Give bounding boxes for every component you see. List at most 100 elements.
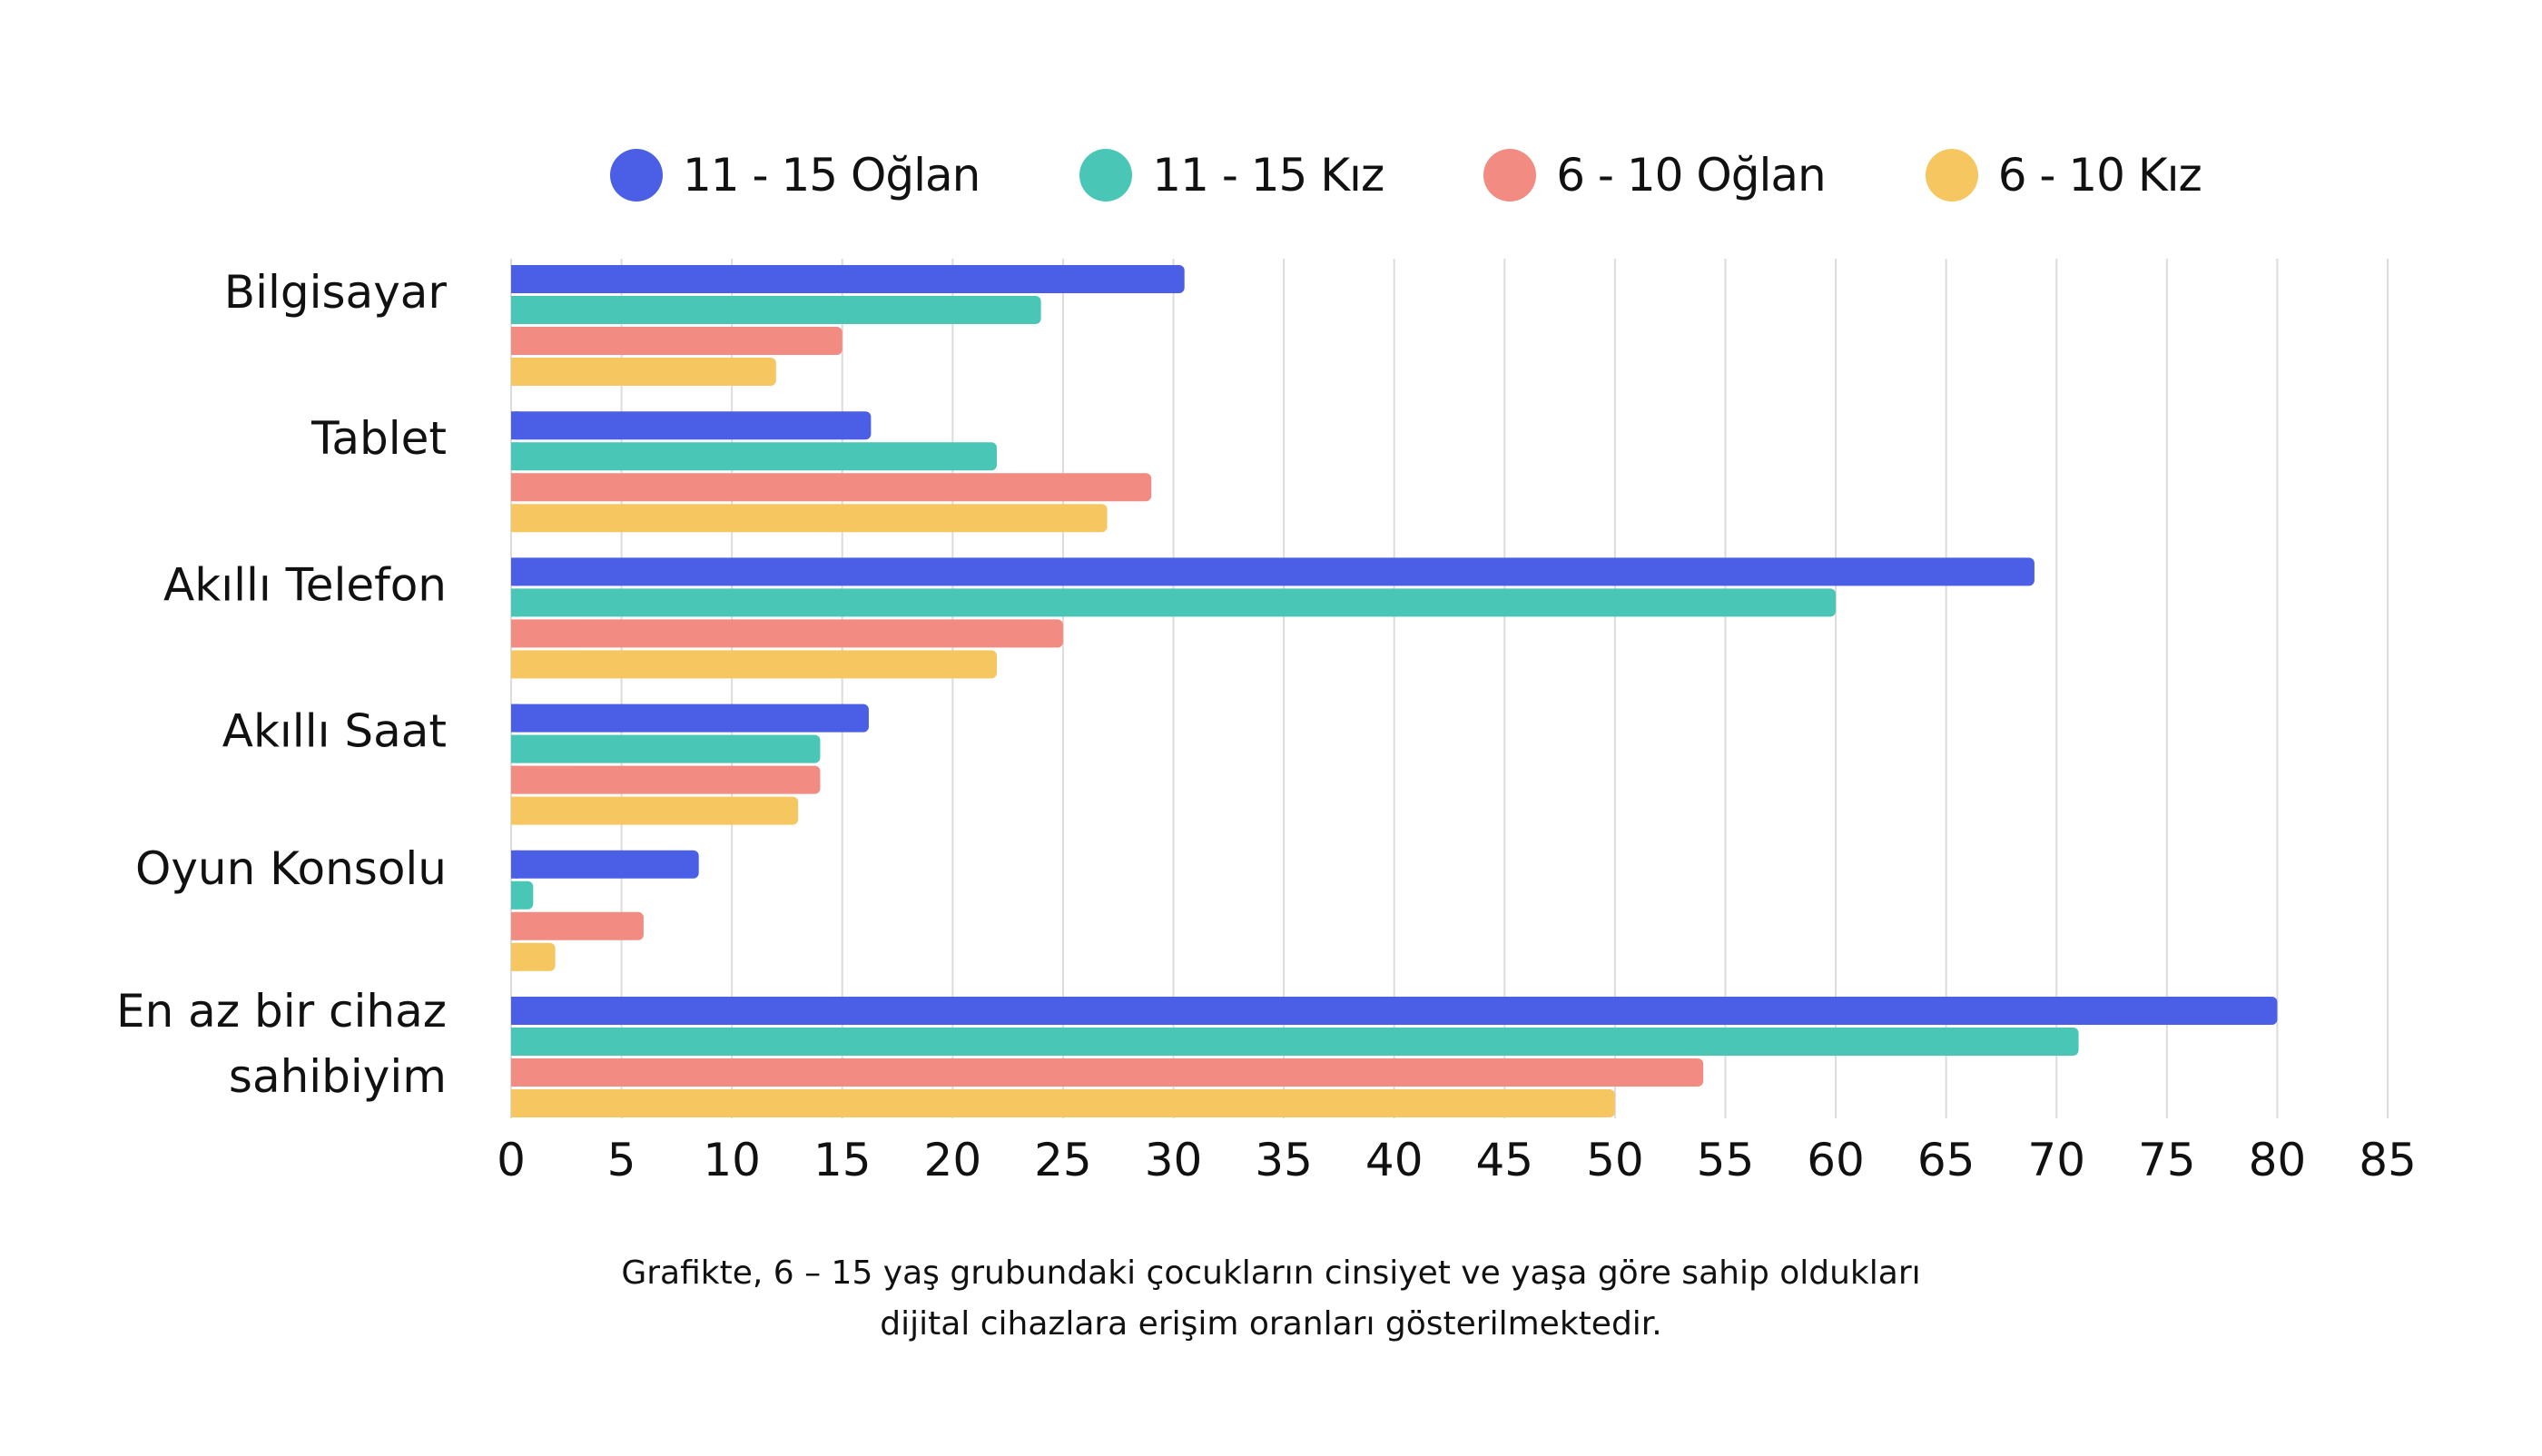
- bar-left-edge: [511, 765, 518, 794]
- bar-rect: [511, 796, 799, 825]
- legend-swatch-icon: [610, 149, 663, 202]
- bar-left-edge: [511, 411, 518, 440]
- bar-left-edge: [511, 557, 518, 586]
- category-label: En az bir cihaz sahibiyim: [116, 985, 447, 1103]
- x-tick-label: 80: [2249, 1134, 2307, 1186]
- bar-rect: [511, 557, 2035, 586]
- bar-rect: [511, 442, 997, 471]
- bar-left-edge: [511, 619, 518, 648]
- bar-left-edge: [511, 358, 518, 386]
- bar-rect: [511, 911, 644, 940]
- bar: [511, 473, 1152, 502]
- bar: [511, 619, 1063, 648]
- bar: [511, 442, 997, 471]
- bar-left-edge: [511, 734, 518, 763]
- bar: [511, 765, 821, 794]
- bar: [511, 1028, 2079, 1056]
- bar: [511, 1058, 1704, 1087]
- bar: [511, 997, 2278, 1025]
- x-tick-label: 70: [2027, 1134, 2085, 1186]
- bar-rect: [511, 997, 2278, 1025]
- chart-caption: Grafikte, 6 – 15 yaş grubundaki çocuklar…: [0, 1248, 2542, 1350]
- bar-rect: [511, 734, 821, 763]
- category-label-line: Bilgisayar: [224, 266, 448, 319]
- x-tick-label: 45: [1475, 1134, 1533, 1186]
- x-tick-label: 10: [703, 1134, 761, 1186]
- bar-rect: [511, 850, 699, 879]
- x-tick-label: 65: [1917, 1134, 1975, 1186]
- bar-left-edge: [511, 442, 518, 471]
- bar-left-edge: [511, 850, 518, 879]
- bar-left-edge: [511, 997, 518, 1025]
- category-label: Akıllı Saat: [222, 705, 447, 758]
- x-tick-label: 35: [1255, 1134, 1313, 1186]
- bar-left-edge: [511, 265, 518, 293]
- bar-rect: [511, 296, 1041, 324]
- bar-left-edge: [511, 473, 518, 502]
- category-label-line: Tablet: [310, 412, 447, 465]
- x-tick-label: 85: [2359, 1134, 2417, 1186]
- legend-item-6-10-oglan: 6 - 10 Oğlan: [1483, 149, 1827, 202]
- bar-left-edge: [511, 880, 518, 910]
- bars: [511, 265, 2278, 1117]
- x-tick-label: 30: [1145, 1134, 1203, 1186]
- bar-rect: [511, 619, 1063, 648]
- x-tick-label: 60: [1807, 1134, 1865, 1186]
- legend-swatch-icon: [1925, 149, 1978, 202]
- bar-rect: [511, 650, 997, 679]
- legend-label: 11 - 15 Oğlan: [683, 149, 980, 202]
- x-tick-label: 25: [1034, 1134, 1092, 1186]
- bar-rect: [511, 703, 869, 733]
- bar: [511, 358, 776, 386]
- legend-swatch-icon: [1079, 149, 1133, 202]
- bar-rect: [511, 1028, 2079, 1056]
- bar: [511, 504, 1108, 533]
- bar: [511, 588, 1837, 617]
- bar-left-edge: [511, 296, 518, 324]
- legend-item-11-15-kiz: 11 - 15 Kız: [1079, 149, 1384, 202]
- x-tick-label: 55: [1697, 1134, 1755, 1186]
- legend-item-11-15-oglan: 11 - 15 Oğlan: [610, 149, 980, 202]
- bar: [511, 557, 2035, 586]
- bar-rect: [511, 265, 1185, 293]
- bar: [511, 1089, 1615, 1117]
- bar: [511, 734, 821, 763]
- x-tick-label: 40: [1365, 1134, 1424, 1186]
- bar-left-edge: [511, 1089, 518, 1117]
- caption-line-2: dijital cihazlara erişim oranları göster…: [880, 1305, 1662, 1343]
- x-tick-label: 75: [2138, 1134, 2196, 1186]
- gridlines: [510, 259, 2389, 1118]
- bar-left-edge: [511, 1028, 518, 1056]
- bar: [511, 327, 842, 355]
- bar: [511, 703, 869, 733]
- category-label-line: Oyun Konsolu: [135, 842, 447, 895]
- category-label: Bilgisayar: [224, 266, 448, 319]
- x-tick-label: 50: [1586, 1134, 1644, 1186]
- caption-line-1: Grafikte, 6 – 15 yaş grubundaki çocuklar…: [621, 1254, 1921, 1292]
- bar-rect: [511, 411, 872, 440]
- bar: [511, 411, 872, 440]
- bar-rect: [511, 765, 821, 794]
- category-label: Akıllı Telefon: [163, 558, 447, 611]
- category-label-line: En az bir cihaz: [116, 985, 447, 1038]
- bar: [511, 796, 799, 825]
- bar-left-edge: [511, 327, 518, 355]
- legend-label: 11 - 15 Kız: [1152, 149, 1384, 202]
- x-tick-label: 20: [924, 1134, 982, 1186]
- bar: [511, 911, 644, 940]
- bar-left-edge: [511, 703, 518, 733]
- legend-label: 6 - 10 Oğlan: [1556, 149, 1826, 202]
- bar-left-edge: [511, 911, 518, 940]
- bar-left-edge: [511, 1058, 518, 1087]
- bar-left-edge: [511, 796, 518, 825]
- category-label-line: Akıllı Saat: [222, 705, 447, 758]
- category-labels: Bilgisayar Tablet Akıllı Telefon Akıllı Saa…: [116, 266, 447, 1103]
- category-label-line: Akıllı Telefon: [163, 558, 447, 611]
- bar: [511, 265, 1185, 293]
- legend-item-6-10-kiz: 6 - 10 Kız: [1925, 149, 2202, 202]
- legend-swatch-icon: [1483, 149, 1537, 202]
- bar-rect: [511, 473, 1152, 502]
- bar-left-edge: [511, 650, 518, 679]
- bar-rect: [511, 358, 776, 386]
- bar-rect: [511, 1089, 1615, 1117]
